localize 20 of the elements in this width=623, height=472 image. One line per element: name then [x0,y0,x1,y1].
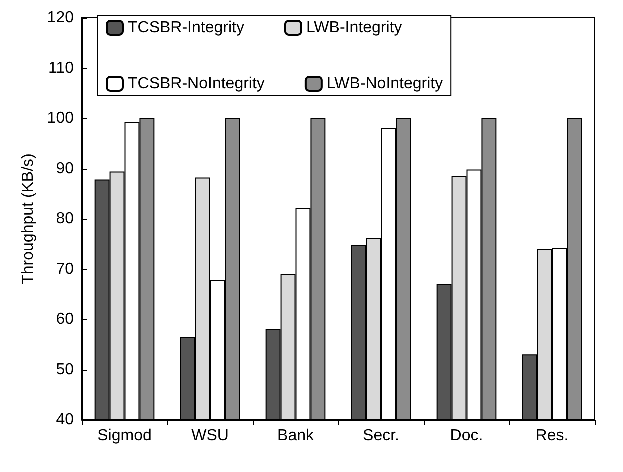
y-axis-title: Throughput (KB/s) [20,154,37,284]
y-tick-label: 80 [56,210,74,228]
legend-label: TCSBR-NoIntegrity [128,76,265,92]
legend-label: TCSBR-Integrity [128,20,244,36]
x-tick-label: Res. [536,428,569,444]
y-tick-label: 110 [48,60,74,77]
x-tick-label: Bank [278,428,315,444]
y-tick-label: 50 [56,361,74,378]
x-tick-label: Sigmod [98,428,152,444]
y-tick-label: 60 [56,311,74,328]
x-tick-label: WSU [192,428,229,444]
y-tick-label: 70 [56,260,74,278]
y-tick-label: 40 [56,412,74,428]
x-tick-label: Secr. [363,428,400,444]
legend-label: LWB-Integrity [306,20,402,36]
y-tick-label: 120 [47,10,74,26]
y-tick-label: 90 [56,160,74,178]
y-tick-label: 100 [47,110,74,127]
legend-label: LWB-NoIntegrity [326,76,444,92]
x-tick-label: Doc. [450,428,484,444]
